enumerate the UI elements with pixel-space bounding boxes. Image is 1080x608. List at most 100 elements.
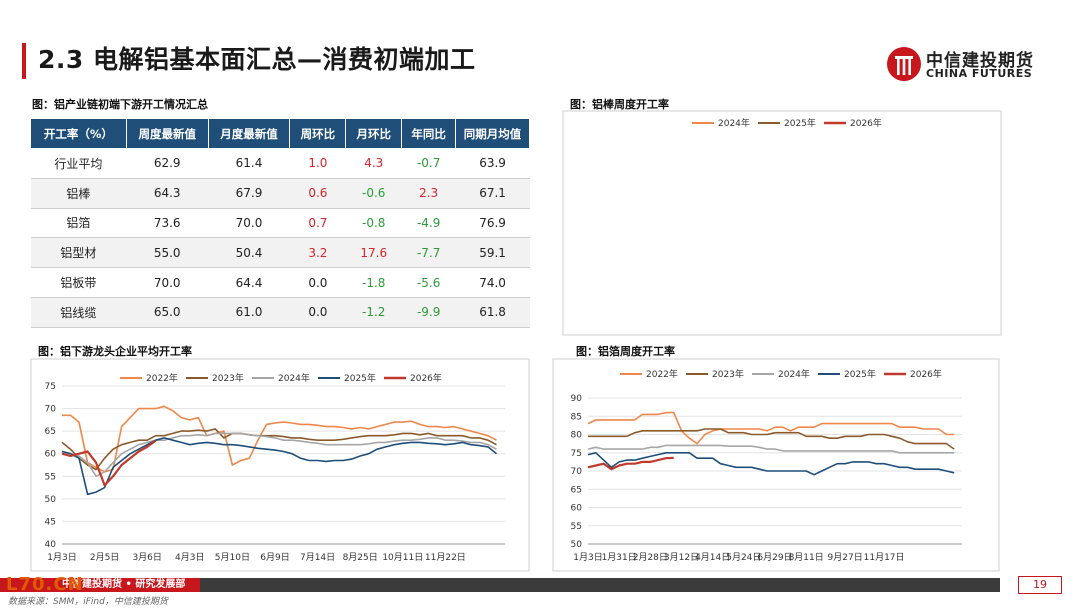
x-tick-label: 4月14日: [695, 552, 730, 563]
table-cell: 1.0: [289, 148, 346, 179]
y-tick-label: 60: [45, 450, 57, 460]
y-tick-label: 45: [45, 517, 56, 527]
table-cell: 61.0: [208, 297, 290, 328]
table-cell: -1.8: [345, 267, 402, 298]
table-cell: 铝线缆: [30, 297, 127, 328]
legend-label: 2023年: [712, 368, 744, 380]
title-accent-bar: [22, 43, 26, 79]
x-tick-label: 1月3日: [47, 552, 76, 563]
table-cell: -1.2: [345, 297, 402, 328]
series-line: [588, 428, 955, 450]
table-cell: 铝箔: [30, 208, 127, 239]
chart-frame: [562, 110, 1002, 336]
table-cell: 59.1: [455, 237, 530, 269]
x-tick-label: 1月31日: [602, 552, 637, 563]
y-tick-label: 80: [571, 431, 583, 441]
legend-label: 2024年: [778, 368, 810, 380]
table-cell: 62.9: [126, 148, 209, 179]
table-cell: -7.7: [401, 237, 456, 269]
y-tick-label: 55: [45, 472, 56, 482]
x-tick-label: 2月28日: [633, 552, 668, 563]
data-source: 数据来源：SMM，iFind，中信建投期货: [8, 597, 168, 607]
table-cell: 铝板带: [30, 267, 127, 298]
y-tick-label: 75: [45, 382, 56, 392]
table-cell: 70.0: [208, 208, 290, 239]
table-header-cell: 月度最新值: [207, 118, 291, 149]
table-row: 铝线缆 65.0 61.0 0.0 -1.2 -9.9 61.8: [30, 297, 530, 328]
y-tick-label: 75: [571, 449, 582, 459]
y-tick-label: 65: [45, 427, 56, 437]
table-header-cell: 周环比: [289, 118, 347, 149]
table-cell: 0.7: [289, 208, 346, 239]
table-header-cell: 周度最新值: [125, 118, 209, 149]
table-cell: 0.0: [289, 267, 346, 298]
x-tick-label: 7月14日: [300, 552, 335, 563]
legend-label: 2026年: [410, 372, 442, 384]
legend-label: 2025年: [344, 372, 376, 384]
table-cell: 64.3: [126, 178, 209, 209]
series-line: [587, 444, 955, 454]
legend-label: 2024年: [718, 117, 750, 129]
footer-org: 中信建投期货 • 研究发展部: [62, 579, 186, 590]
x-tick-label: 11月17日: [864, 552, 905, 563]
table-cell: 50.4: [208, 237, 290, 269]
table-row: 铝棒 64.3 67.9 0.6 -0.6 2.3 67.1: [30, 178, 530, 209]
footer-red-band: [0, 578, 200, 592]
page-number: 19: [1018, 576, 1062, 594]
table-cell: -4.9: [401, 208, 456, 239]
company-logo: [887, 47, 921, 81]
chart-frame: [30, 358, 530, 572]
legend-label: 2023年: [212, 372, 244, 384]
legend-label: 2026年: [910, 368, 942, 380]
x-tick-label: 5月24日: [726, 552, 761, 563]
table-cell: 0.6: [289, 178, 346, 209]
series-line: [62, 405, 497, 473]
x-tick-label: 8月25日: [343, 552, 378, 563]
table-cell: -9.9: [401, 297, 456, 328]
legend-label: 2025年: [784, 117, 816, 129]
chart-caption-rod: 图：铝棒周度开工率: [570, 98, 669, 111]
chart-caption-leader: 图：铝下游龙头企业平均开工率: [38, 345, 192, 358]
series-line: [61, 437, 497, 496]
logo-text-cn: 中信建投期货: [926, 51, 1034, 71]
table-cell: 55.0: [126, 237, 209, 269]
chart-frame: [552, 358, 1000, 572]
table-cell: 0.0: [289, 297, 346, 328]
table-cell: -0.8: [345, 208, 402, 239]
x-tick-label: 6月29日: [757, 552, 792, 563]
x-tick-label: 3月12日: [664, 552, 699, 563]
leader-operating-rate-chart: 40 45 50 55 60 65 70 75 1月3日 2月5日 3月6日 4月3日 5月10日 6月9…: [30, 358, 530, 572]
legend-label: 2026年: [850, 117, 882, 129]
table-row: 铝板带 70.0 64.4 0.0 -1.8 -5.6 74.0: [30, 267, 530, 298]
rod-operating-rate-chart: 40455055606570751月3日1月30日2月28日3月28日4月25日…: [562, 110, 1002, 336]
x-tick-label: 9月27日: [828, 552, 863, 563]
table-cell: 74.0: [455, 267, 530, 298]
table-cell: 4.3: [345, 148, 402, 179]
table-cell: 61.4: [208, 148, 290, 179]
x-tick-label: 1月3日: [573, 552, 602, 563]
x-tick-label: 6月9日: [260, 552, 289, 563]
table-cell: 61.8: [455, 297, 530, 328]
page-title: 2.3 电解铝基本面汇总—消费初端加工: [38, 45, 476, 74]
x-tick-label: 3月6日: [132, 552, 161, 563]
table-cell: 64.4: [208, 267, 290, 298]
y-tick-label: 55: [571, 522, 582, 532]
series-line: [61, 428, 497, 471]
series-line: [587, 411, 955, 445]
table-cell: 67.9: [208, 178, 290, 209]
table-header-cell: 月环比: [345, 118, 403, 149]
y-tick-label: 50: [45, 495, 57, 505]
table-cell: -5.6: [401, 267, 456, 298]
x-tick-label: 2月5日: [90, 552, 119, 563]
x-tick-label: 11月22日: [425, 552, 466, 563]
table-header-cell: 开工率（%）: [30, 118, 127, 149]
legend-label: 2024年: [278, 372, 310, 384]
x-tick-label: 5月10日: [215, 552, 250, 563]
chart-caption-foil: 图：铝箔周度开工率: [576, 345, 675, 358]
table-caption: 图：铝产业链初端下游开工情况汇总: [32, 98, 208, 111]
table-cell: 铝棒: [30, 178, 127, 209]
y-tick-label: 70: [45, 405, 57, 415]
table-cell: 70.0: [126, 267, 209, 298]
series-line: [587, 452, 955, 476]
legend-label: 2025年: [844, 368, 876, 380]
